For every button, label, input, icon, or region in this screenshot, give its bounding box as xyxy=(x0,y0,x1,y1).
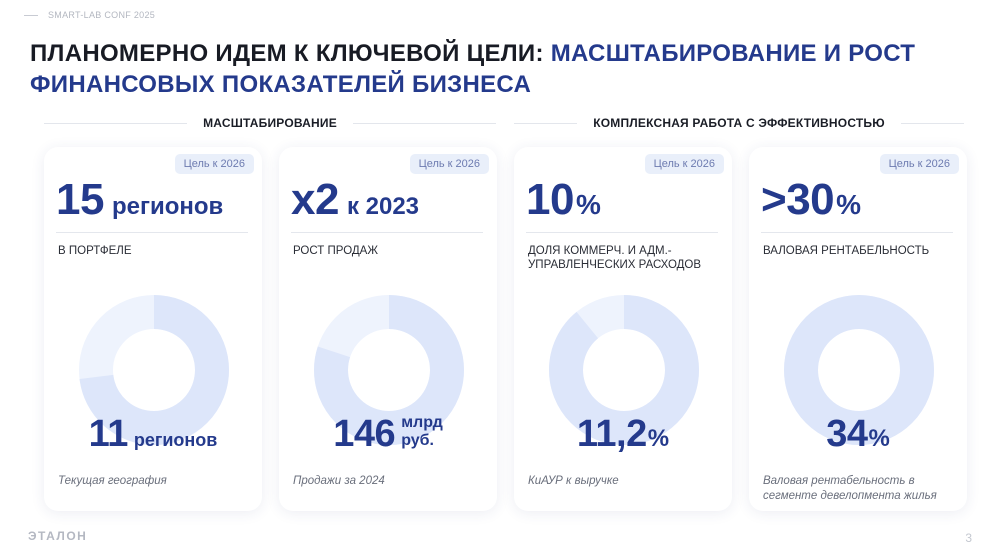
current-unit-line-1: млрд xyxy=(401,413,443,431)
progress-donut xyxy=(784,295,934,445)
goal-badge: Цель к 2026 xyxy=(409,154,489,174)
current-number: 146 xyxy=(333,413,396,455)
metric-description: В ПОРТФЕЛЕ xyxy=(58,245,132,257)
metric-description: ВАЛОВАЯ РЕНТАБЕЛЬНОСТЬ xyxy=(763,245,930,257)
donut-progress xyxy=(79,295,229,445)
slide-title: ПЛАНОМЕРНО ИДЕМ К КЛЮЧЕВОЙ ЦЕЛИ: МАСШТАБ… xyxy=(30,38,950,100)
current-unit: регионов xyxy=(133,430,218,450)
card-divider xyxy=(526,232,718,233)
target-number: 10 xyxy=(526,175,574,224)
current-value: 11 регионов xyxy=(44,413,262,456)
metric-caption: Продажи за 2024 xyxy=(293,475,385,487)
target-value: 15 регионов xyxy=(56,175,223,225)
target-unit: к 2023 xyxy=(346,193,420,220)
title-part-2: МАСШТАБИРОВАНИЕ И РОСТ ФИНАНСОВЫХ ПОКАЗА… xyxy=(30,40,916,98)
target-number: 15 xyxy=(56,175,104,224)
target-number: х2 xyxy=(291,175,339,224)
current-unit-line-2: руб. xyxy=(401,431,434,449)
metric-description: РОСТ ПРОДАЖ xyxy=(293,245,378,257)
donut-progress xyxy=(314,295,464,445)
target-unit: регионов xyxy=(111,193,224,220)
target-value: х2 к 2023 xyxy=(291,175,419,225)
target-number: >30 xyxy=(761,175,835,224)
metric-caption: Текущая география xyxy=(58,475,167,487)
current-number: 34 xyxy=(826,413,868,455)
donut-progress xyxy=(549,295,699,445)
section-efficiency-header: КОМПЛЕКСНАЯ РАБОТА С ЭФФЕКТИВНОСТЬЮ xyxy=(514,115,964,131)
current-number: 11 xyxy=(88,413,129,455)
donut-progress xyxy=(784,295,934,445)
current-percent-sign: % xyxy=(868,425,890,452)
page-number: 3 xyxy=(965,531,972,545)
section-efficiency-label: КОМПЛЕКСНАЯ РАБОТА С ЭФФЕКТИВНОСТЬЮ xyxy=(593,116,885,130)
goal-badge: Цель к 2026 xyxy=(644,154,724,174)
card-gross-margin: Цель к 2026 >30 % ВАЛОВАЯ РЕНТАБЕЛЬНОСТЬ… xyxy=(749,147,967,511)
section-scaling-header: МАСШТАБИРОВАНИЕ xyxy=(44,115,497,131)
goal-badge: Цель к 2026 xyxy=(879,154,959,174)
conference-header: SMART-LAB CONF 2025 xyxy=(24,10,155,20)
current-value: 34 % xyxy=(749,413,967,456)
progress-donut xyxy=(549,295,699,445)
section-line xyxy=(44,122,188,124)
section-scaling-label: МАСШТАБИРОВАНИЕ xyxy=(203,116,337,130)
target-percent-sign: % xyxy=(836,189,862,220)
target-percent-sign: % xyxy=(575,189,601,220)
section-line xyxy=(352,122,497,124)
section-line xyxy=(514,122,578,124)
card-regions: Цель к 2026 15 регионов В ПОРТФЕЛЕ 11 ре… xyxy=(44,147,262,511)
title-part-1: ПЛАНОМЕРНО ИДЕМ К КЛЮЧЕВОЙ ЦЕЛИ: xyxy=(30,40,551,67)
card-sales: Цель к 2026 х2 к 2023 РОСТ ПРОДАЖ 146 мл… xyxy=(279,147,497,511)
current-value: 146 млрд руб. xyxy=(279,413,497,456)
target-value: 10 % xyxy=(526,175,601,225)
metric-caption: Валовая рентабельность в сегменте девело… xyxy=(763,475,937,502)
card-sga-share: Цель к 2026 10 % ДОЛЯ КОММЕРЧ. И АДМ.- У… xyxy=(514,147,732,511)
current-unit: млрд руб. xyxy=(401,414,443,450)
card-divider xyxy=(761,232,953,233)
metric-caption: КиАУР к выручке xyxy=(528,475,619,487)
card-divider xyxy=(56,232,248,233)
company-logo: ЭТАЛОН xyxy=(28,529,88,543)
current-number: 11,2 xyxy=(576,413,647,455)
card-divider xyxy=(291,232,483,233)
progress-donut xyxy=(314,295,464,445)
current-value: 11,2 % xyxy=(514,413,732,456)
section-line xyxy=(900,122,964,124)
current-percent-sign: % xyxy=(647,425,670,452)
conference-label: SMART-LAB CONF 2025 xyxy=(48,10,156,20)
goal-badge: Цель к 2026 xyxy=(174,154,254,174)
metric-description: ДОЛЯ КОММЕРЧ. И АДМ.- УПРАВЛЕНЧЕСКИХ РАС… xyxy=(528,245,702,271)
target-value: >30 % xyxy=(761,175,861,225)
progress-donut xyxy=(79,295,229,445)
conference-line xyxy=(24,14,38,16)
